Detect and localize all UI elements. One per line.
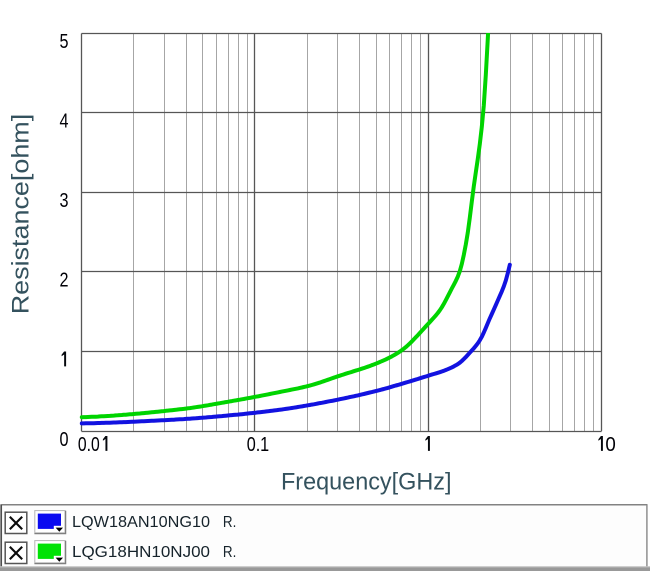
svg-text:Resistance[ohm]: Resistance[ohm] bbox=[8, 114, 35, 315]
svg-text:3: 3 bbox=[60, 190, 69, 212]
svg-text:0: 0 bbox=[60, 429, 69, 451]
svg-text:2: 2 bbox=[60, 270, 69, 292]
svg-text:R.: R. bbox=[223, 544, 236, 561]
svg-text:4: 4 bbox=[60, 110, 69, 132]
svg-text:Frequency[GHz]: Frequency[GHz] bbox=[281, 469, 452, 496]
svg-text:5: 5 bbox=[60, 31, 69, 53]
svg-text:0: 0 bbox=[605, 434, 615, 456]
svg-text:0.0: 0.0 bbox=[78, 434, 100, 456]
svg-text:LQW18AN10NG10: LQW18AN10NG10 bbox=[72, 514, 210, 531]
svg-text:R.: R. bbox=[223, 514, 236, 531]
svg-text:LQG18HN10NJ00: LQG18HN10NJ00 bbox=[72, 544, 210, 561]
svg-text:0.1: 0.1 bbox=[247, 434, 270, 456]
